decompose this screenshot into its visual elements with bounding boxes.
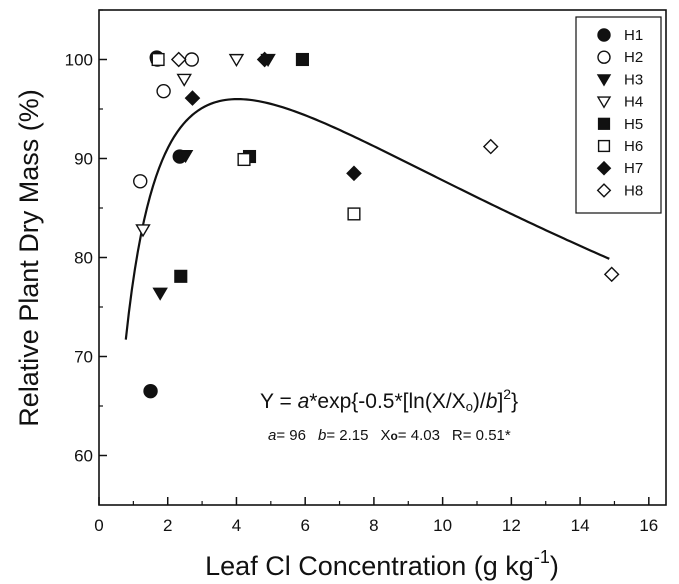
fit-curve <box>124 97 610 340</box>
equation-a: a <box>298 390 310 413</box>
point-h4 <box>135 224 151 238</box>
legend-label-h8: H8 <box>624 182 643 199</box>
point-h3 <box>177 149 194 164</box>
legend-marker-h1 <box>597 28 611 42</box>
legend-items: H1 H2 H3 H4 H5 H6 H7 H8 <box>596 27 643 199</box>
legend-marker-h4 <box>596 96 612 109</box>
y-tick-label: 80 <box>74 249 93 268</box>
legend-label-h1: H1 <box>624 27 643 44</box>
legend-label-h6: H6 <box>624 138 643 155</box>
point-h1 <box>143 383 158 399</box>
point-h2 <box>133 174 148 189</box>
y-tick-label: 90 <box>74 150 93 169</box>
stat-a-label: a <box>268 427 276 444</box>
y-tick-label: 100 <box>65 51 93 70</box>
legend-marker-h3 <box>596 74 612 87</box>
equation-close: } <box>511 390 518 413</box>
equation-y: Y = <box>260 390 298 413</box>
legend-label-h7: H7 <box>624 160 643 177</box>
legend-label-h2: H2 <box>624 49 643 66</box>
y-axis-ticks: 60 70 80 90 100 <box>65 9 107 466</box>
stat-x-label: X <box>380 427 390 444</box>
equation-mid: *exp{-0.5*[ln(X/X <box>309 390 465 413</box>
point-h5 <box>295 52 309 67</box>
equation-stats: a= 96 b= 2.15 Xo= 4.03 R= 0.51* <box>268 427 511 444</box>
x-tick-label: 16 <box>639 516 658 535</box>
legend-marker-h8 <box>596 183 612 198</box>
equation-mid2: )/ <box>473 390 486 413</box>
point-h5 <box>174 269 188 283</box>
point-h6 <box>237 152 251 167</box>
point-h2 <box>156 83 171 99</box>
stat-x-sub: o <box>390 429 397 443</box>
point-h6 <box>151 52 165 67</box>
legend-marker-h7 <box>596 160 612 176</box>
y-tick-label: 70 <box>74 348 93 367</box>
legend-label-h3: H3 <box>624 71 643 88</box>
x-tick-label: 14 <box>571 516 590 535</box>
x-axis-title: Leaf Cl Concentration (g kg-1) <box>205 547 559 581</box>
legend: H1 H2 H3 H4 H5 H6 H7 H8 <box>575 16 662 214</box>
y-tick-label: 60 <box>74 447 93 466</box>
legend-label-h4: H4 <box>624 94 643 111</box>
x-tick-label: 10 <box>433 516 452 535</box>
x-tick-label: 12 <box>502 516 521 535</box>
point-h7 <box>256 51 273 68</box>
point-h6 <box>347 207 361 221</box>
x-axis-title-end: ) <box>550 551 559 581</box>
equation-b: b <box>486 390 498 413</box>
equation-sup: 2 <box>503 386 511 402</box>
legend-label-h5: H5 <box>624 116 643 133</box>
x-tick-label: 6 <box>300 516 309 535</box>
legend-marker-h5 <box>597 117 611 130</box>
point-h8 <box>170 51 187 68</box>
stat-b-label: b <box>318 427 326 444</box>
y-axis-title: Relative Plant Dry Mass (%) <box>14 89 44 427</box>
legend-box <box>575 16 662 214</box>
point-h7 <box>184 90 201 106</box>
point-h4 <box>228 53 245 68</box>
stat-b-value: = 2.15 <box>326 427 368 444</box>
legend-marker-h2 <box>597 50 611 64</box>
data-points <box>133 50 620 399</box>
equation: Y = a*exp{-0.5*[ln(X/Xo)/b]2} <box>260 386 518 414</box>
point-h4 <box>176 73 192 87</box>
stat-r: R= 0.51* <box>452 427 511 444</box>
stat-x-value: = 4.03 <box>398 427 440 444</box>
x-tick-label: 8 <box>369 516 378 535</box>
x-tick-label: 4 <box>232 516 241 535</box>
x-tick-label: 2 <box>163 516 172 535</box>
point-h8 <box>603 266 620 283</box>
point-h3 <box>152 287 168 301</box>
x-tick-label: 0 <box>94 516 103 535</box>
stat-a-value: = 96 <box>276 427 306 444</box>
point-h2 <box>184 52 199 67</box>
x-axis-title-main: Leaf Cl Concentration (g kg <box>205 551 534 581</box>
point-h7 <box>346 165 362 182</box>
equation-o: o <box>466 399 473 414</box>
equation-end: ] <box>497 390 503 413</box>
x-axis-title-sup: -1 <box>534 547 550 567</box>
legend-marker-h6 <box>597 139 611 153</box>
point-h8 <box>482 138 499 155</box>
x-axis-ticks: 0 2 4 6 8 10 12 14 16 <box>94 497 658 535</box>
